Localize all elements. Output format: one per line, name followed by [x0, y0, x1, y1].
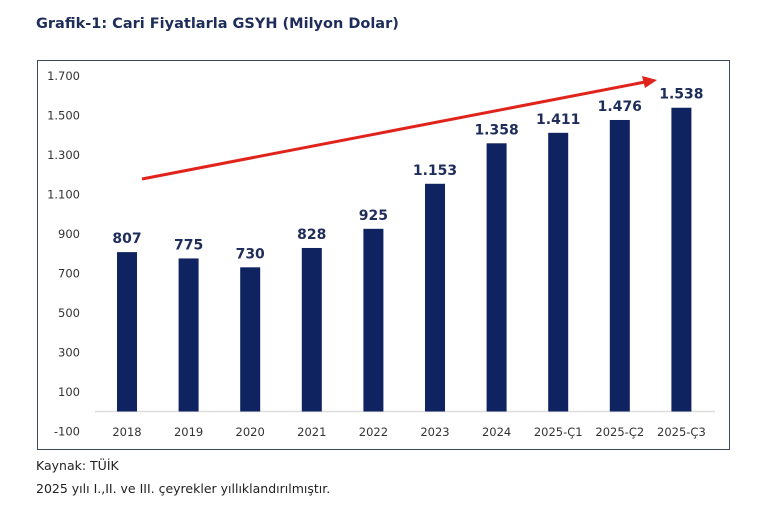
y-tick-label: 1.700: [47, 69, 80, 83]
x-tick-label: 2025-Ç3: [657, 425, 706, 439]
bar: [178, 258, 199, 412]
x-tick-label: 2022: [359, 425, 388, 439]
bar: [548, 132, 569, 412]
data-label: 1.358: [474, 122, 518, 138]
y-tick-label: 1.500: [47, 108, 80, 122]
data-label: 1.411: [536, 112, 580, 128]
data-label: 1.153: [413, 163, 457, 179]
x-tick-label: 2023: [420, 425, 449, 439]
data-label: 730: [236, 246, 265, 262]
trend-arrow-head-icon: [642, 76, 657, 88]
bar: [671, 107, 692, 412]
bar: [609, 119, 630, 412]
source-note: Kaynak: TÜİK: [36, 458, 119, 473]
bar: [486, 143, 507, 412]
trend-arrow-line: [141, 80, 646, 181]
y-tick-label: 1.300: [47, 148, 80, 162]
bar: [117, 252, 137, 412]
x-tick-label: 2021: [297, 425, 326, 439]
footnote: 2025 yılı I.,II. ve III. çeyrekler yıllı…: [36, 481, 331, 496]
x-tick-label: 2018: [112, 425, 141, 439]
y-tick-label: 300: [58, 345, 80, 359]
y-tick-label: 700: [58, 266, 80, 280]
x-tick-label: 2025-Ç1: [534, 425, 583, 439]
x-tick-label: 2025-Ç2: [595, 425, 644, 439]
y-tick-label: 500: [58, 306, 80, 320]
y-tick-label: -100: [54, 424, 80, 438]
y-tick-label: 100: [58, 385, 80, 399]
y-tick-label: 900: [58, 227, 80, 241]
data-label: 925: [359, 208, 388, 224]
data-label: 828: [297, 227, 326, 243]
chart-frame: [37, 60, 730, 450]
bar: [363, 228, 384, 412]
x-tick-label: 2020: [236, 425, 265, 439]
data-label: 1.476: [598, 99, 642, 115]
data-label: 807: [112, 231, 141, 247]
bar: [425, 183, 445, 412]
bar: [240, 267, 261, 412]
chart-title: Grafik-1: Cari Fiyatlarla GSYH (Milyon D…: [36, 16, 399, 32]
y-tick-label: 1.100: [47, 187, 80, 201]
data-label: 775: [174, 237, 203, 253]
bar: [301, 247, 322, 412]
data-label: 1.538: [659, 87, 703, 103]
x-tick-label: 2019: [174, 425, 203, 439]
x-tick-label: 2024: [482, 425, 511, 439]
